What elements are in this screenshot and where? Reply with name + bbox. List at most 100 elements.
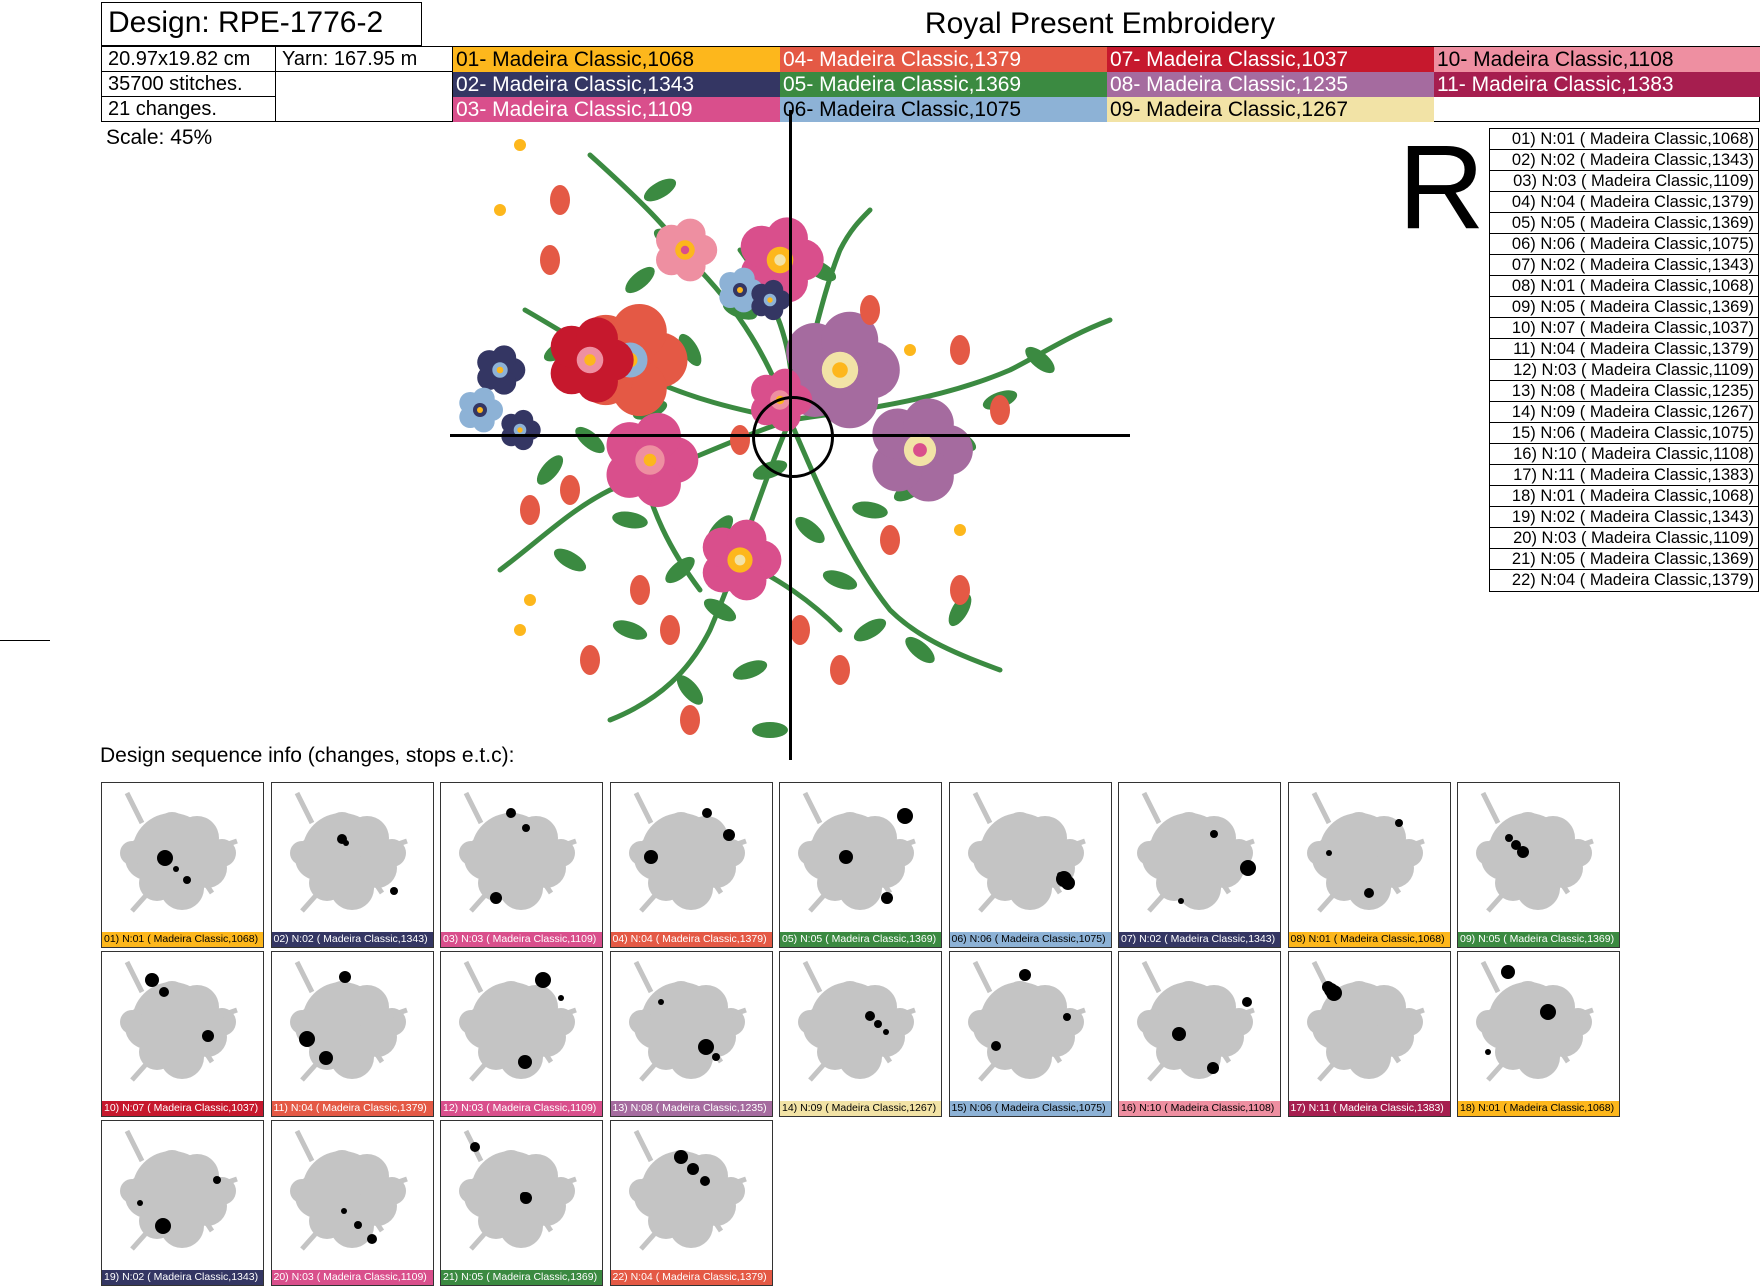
leaf-shape — [553, 548, 587, 572]
sequence-thumbnail: 03) N:03 ( Madeira Classic,1109) — [440, 782, 603, 948]
leaf-shape — [676, 675, 704, 705]
sequence-thumbnail: 16) N:10 ( Madeira Classic,1108) — [1118, 951, 1281, 1117]
leaf-shape — [852, 501, 888, 519]
thumbnail-silhouette — [120, 960, 238, 1082]
thumbnail-caption: 09) N:05 ( Madeira Classic,1369) — [1458, 932, 1619, 947]
sequence-thumbnail: 15) N:06 ( Madeira Classic,1075) — [948, 951, 1112, 1117]
sequence-heading: Design sequence info (changes, stops e.t… — [100, 744, 515, 767]
thumbnail-caption: 17) N:11 ( Madeira Classic,1383) — [1288, 1101, 1450, 1116]
thumbnail-silhouette — [459, 791, 577, 913]
thumbnail-caption: 19) N:02 ( Madeira Classic,1343) — [102, 1270, 263, 1285]
leaf-shape — [536, 455, 564, 485]
tulip-bud — [550, 185, 570, 215]
sequence-thumbnail: 09) N:05 ( Madeira Classic,1369) — [1457, 782, 1620, 948]
tulip-bud — [950, 335, 970, 365]
palette-color-7: 07- Madeira Classic,1037 — [1107, 47, 1434, 72]
tulip-bud — [680, 705, 700, 735]
sequence-list-row: 12) N:03 ( Madeira Classic,1109) — [1490, 360, 1758, 381]
thumbnail-caption: 07) N:02 ( Madeira Classic,1343) — [1119, 932, 1280, 947]
sequence-thumbnail: 06) N:06 ( Madeira Classic,1075) — [948, 782, 1112, 948]
tulip-bud — [580, 645, 600, 675]
tulip-bud — [520, 495, 540, 525]
sequence-thumbnail: 11) N:04 ( Madeira Classic,1379) — [270, 951, 434, 1117]
sequence-list-row: 04) N:04 ( Madeira Classic,1379) — [1490, 192, 1758, 213]
flower-pink — [606, 412, 699, 508]
thumbnail-silhouette — [967, 960, 1086, 1082]
leaf-shape — [853, 618, 887, 642]
thumbnail-caption: 04) N:04 ( Madeira Classic,1379) — [610, 932, 772, 947]
sequence-thumbnail: 21) N:05 ( Madeira Classic,1369) — [440, 1120, 603, 1286]
leaf-shape — [575, 426, 605, 454]
palette-color-9: 09- Madeira Classic,1267 — [1107, 97, 1434, 122]
palette-color-3: 03- Madeira Classic,1109 — [453, 97, 780, 122]
tulip-bud — [540, 245, 560, 275]
thumbnail-silhouette — [289, 791, 408, 913]
stitch-count: 35700 stitches. — [101, 71, 276, 97]
design-title: Design: RPE-1776-2 — [101, 2, 422, 46]
flower-blue-small — [501, 409, 541, 451]
sequence-thumbnail: 04) N:04 ( Madeira Classic,1379) — [609, 782, 773, 948]
leaf-shape — [795, 516, 825, 544]
sequence-list-row: 13) N:08 ( Madeira Classic,1235) — [1490, 381, 1758, 402]
info-blank-cell — [275, 71, 453, 122]
thumbnail-caption: 05) N:05 ( Madeira Classic,1369) — [780, 932, 941, 947]
thumbnail-caption: 06) N:06 ( Madeira Classic,1075) — [949, 932, 1111, 947]
sequence-thumbnail: 01) N:01 ( Madeira Classic,1068) — [101, 782, 264, 948]
thumbnail-silhouette — [289, 1129, 408, 1251]
flower-blue-top2 — [751, 279, 791, 321]
palette-color-8: 08- Madeira Classic,1235 — [1107, 72, 1434, 97]
flower-small-pink — [656, 218, 718, 282]
sequence-list-row: 21) N:05 ( Madeira Classic,1369) — [1490, 549, 1758, 570]
thumbnail-caption: 10) N:07 ( Madeira Classic,1037) — [102, 1101, 263, 1116]
sequence-thumbnail: 05) N:05 ( Madeira Classic,1369) — [779, 782, 942, 948]
sequence-thumbnail: 10) N:07 ( Madeira Classic,1037) — [101, 951, 264, 1117]
thumbnail-caption: 02) N:02 ( Madeira Classic,1343) — [271, 932, 433, 947]
thumbnail-silhouette — [1306, 791, 1425, 913]
sequence-list-row: 10) N:07 ( Madeira Classic,1037) — [1490, 318, 1758, 339]
brand-title: Royal Present Embroidery — [924, 7, 1276, 40]
palette-color-5: 05- Madeira Classic,1369 — [780, 72, 1107, 97]
thumbnail-silhouette — [1306, 960, 1425, 1082]
thumbnail-silhouette — [1137, 791, 1256, 913]
thumbnail-caption: 16) N:10 ( Madeira Classic,1108) — [1119, 1101, 1280, 1116]
leaf-shape — [703, 598, 737, 622]
color-palette-legend: 01- Madeira Classic,1068 02- Madeira Clas… — [452, 46, 1760, 122]
sequence-list-row: 07) N:02 ( Madeira Classic,1343) — [1490, 255, 1758, 276]
thumbnail-caption: 11) N:04 ( Madeira Classic,1379) — [271, 1101, 433, 1116]
thumbnail-silhouette — [459, 1129, 577, 1251]
thumbnail-caption: 12) N:03 ( Madeira Classic,1109) — [441, 1101, 602, 1116]
sequence-thumbnail: 02) N:02 ( Madeira Classic,1343) — [270, 782, 434, 948]
thumbnail-silhouette — [289, 960, 408, 1082]
tulip-bud — [790, 615, 810, 645]
sequence-thumbnail: 17) N:11 ( Madeira Classic,1383) — [1287, 951, 1451, 1117]
leaf-shape — [612, 511, 648, 529]
tulip-bud — [880, 525, 900, 555]
palette-color-4: 04- Madeira Classic,1379 — [780, 47, 1107, 72]
color-sequence-list: 01) N:01 ( Madeira Classic,1068) 02) N:02… — [1489, 128, 1759, 592]
leaf-shape — [822, 570, 858, 590]
crosshair-circle — [752, 396, 834, 478]
yellow-bud — [514, 139, 526, 151]
yellow-bud — [514, 624, 526, 636]
leaf-shape — [625, 266, 655, 294]
design-size: 20.97x19.82 cm — [101, 46, 276, 72]
sequence-list-row: 06) N:06 ( Madeira Classic,1075) — [1490, 234, 1758, 255]
thumbnail-silhouette — [459, 960, 577, 1082]
flower-red — [550, 317, 634, 403]
sequence-list-row: 14) N:09 ( Madeira Classic,1267) — [1490, 402, 1758, 423]
tulip-bud — [560, 475, 580, 505]
sequence-list-row: 16) N:10 ( Madeira Classic,1108) — [1490, 444, 1758, 465]
thumbnail-caption: 18) N:01 ( Madeira Classic,1068) — [1458, 1101, 1619, 1116]
thumbnail-silhouette — [120, 1129, 238, 1251]
flower-purple-right — [872, 398, 973, 502]
tulip-bud — [950, 575, 970, 605]
thumbnail-silhouette — [1137, 960, 1255, 1082]
thumbnail-caption: 22) N:04 ( Madeira Classic,1379) — [610, 1270, 772, 1285]
sequence-thumbnail: 08) N:01 ( Madeira Classic,1068) — [1287, 782, 1451, 948]
thumbnail-caption: 14) N:09 ( Madeira Classic,1267) — [780, 1101, 941, 1116]
thumbnail-caption: 13) N:08 ( Madeira Classic,1235) — [610, 1101, 772, 1116]
thumbnail-caption: 21) N:05 ( Madeira Classic,1369) — [441, 1270, 602, 1285]
sequence-thumbnail: 12) N:03 ( Madeira Classic,1109) — [440, 951, 603, 1117]
palette-color-11: 11- Madeira Classic,1383 — [1434, 72, 1760, 97]
sequence-thumbnail: 14) N:09 ( Madeira Classic,1267) — [779, 951, 942, 1117]
